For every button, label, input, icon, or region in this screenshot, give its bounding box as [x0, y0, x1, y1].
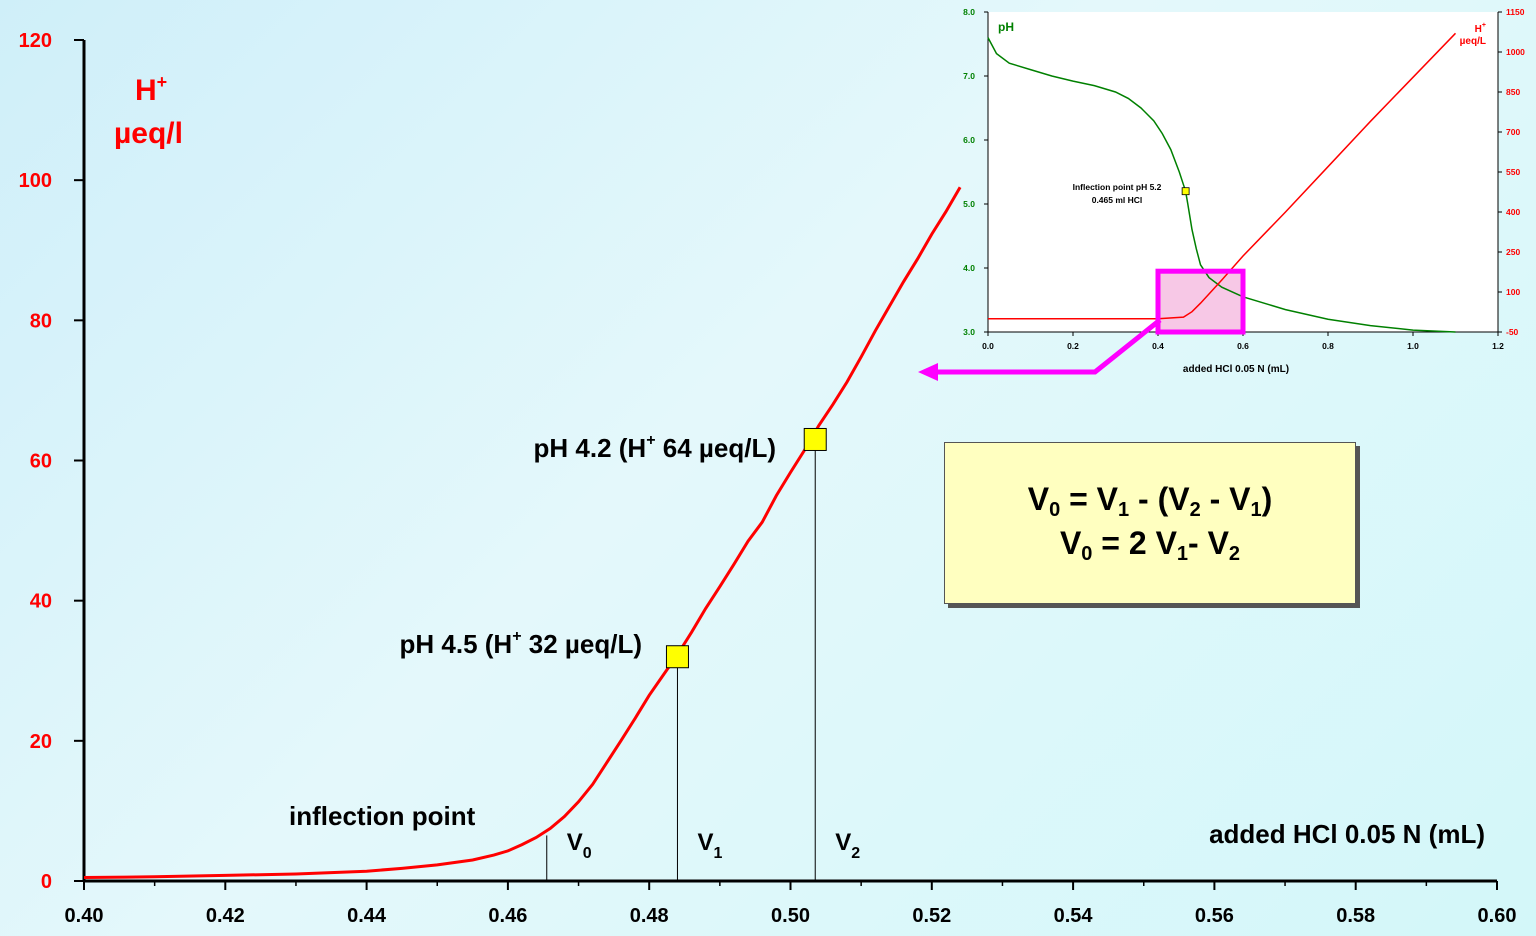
x-tick-label: 0.40	[65, 905, 104, 927]
inset-x-tick-label: 1.0	[1407, 341, 1419, 351]
x-tick-label: 0.44	[347, 905, 387, 927]
inset-zoom-fill	[1158, 271, 1243, 332]
inset-h-axis-title: H+	[1475, 22, 1486, 35]
inset-left-tick-label: 3.0	[963, 327, 975, 337]
inset-inflection-label-2: 0.465 ml HCl	[1092, 195, 1143, 205]
y-tick-label: 60	[30, 451, 52, 473]
inset-left-tick-label: 7.0	[963, 71, 975, 81]
inset-h-plus-curve	[988, 32, 1457, 320]
y-tick-label: 120	[19, 30, 52, 52]
h-plus-curve	[83, 186, 962, 879]
inset-h-axis-unit: µeq/L	[1460, 36, 1486, 47]
inset-right-tick-label: 400	[1506, 207, 1520, 217]
main-axes-group: 0.40 0.42 0.44 0.46 0.48 0.50 0.52 0.54 0.56 0.58…	[19, 30, 1517, 927]
inset-labels: pH H+ µeq/L Inflection point pH 5.2 0.46…	[998, 20, 1486, 375]
main-series-group: V0 V1 V2	[83, 186, 962, 881]
y-axis-title-unit: µeq/l	[114, 117, 183, 150]
inset-right-tick-label: 100	[1506, 287, 1520, 297]
inset-right-tick-label: -50	[1506, 327, 1519, 337]
inset-x-axis-title: added HCl 0.05 N (mL)	[1183, 364, 1289, 375]
x-tick-label: 0.52	[912, 905, 951, 927]
formula-box: V0 = V1 - (V2 - V1) V0 = 2 V1- V2	[944, 442, 1356, 604]
ph-point-marker	[803, 427, 827, 451]
inset-left-tick-label: 5.0	[963, 199, 975, 209]
formula-line-2: V0 = 2 V1- V2	[1059, 525, 1241, 565]
x-tick-label: 0.48	[630, 905, 669, 927]
inset-right-tick-label: 1150	[1506, 7, 1525, 17]
x-tick-label: 0.50	[771, 905, 810, 927]
v-marker-label: V1	[697, 829, 722, 862]
x-tick-label: 0.56	[1195, 905, 1234, 927]
inset-x-tick-label: 0.2	[1067, 341, 1079, 351]
inset-ph-axis-title: pH	[998, 20, 1014, 34]
ph42-annotation: pH 4.2 (H+ 64 µeq/L)	[534, 432, 776, 463]
inset-left-tick-label: 6.0	[963, 135, 975, 145]
formula-line-1: V0 = V1 - (V2 - V1)	[1027, 481, 1273, 521]
inset-right-tick-label: 550	[1506, 167, 1520, 177]
x-tick-label: 0.42	[206, 905, 245, 927]
inset-zoom-box	[1155, 268, 1246, 335]
y-tick-label: 40	[30, 591, 52, 613]
x-axis-title: added HCl 0.05 N (mL)	[1209, 819, 1485, 849]
x-tick-label: 0.46	[488, 905, 527, 927]
inset-series-group	[987, 32, 1457, 335]
inset-right-tick-label: 700	[1506, 127, 1520, 137]
inset-chart: 0.0 0.2 0.4 0.6 0.8 1.0 1.2 3.0 4.0 5.0 6.0 7.0 8.0 -…	[963, 7, 1525, 375]
x-tick-label: 0.58	[1336, 905, 1375, 927]
x-tick-label: 0.54	[1054, 905, 1094, 927]
inset-x-tick-label: 0.0	[982, 341, 994, 351]
v-marker-label: V2	[835, 829, 860, 862]
main-annotations-group: H+ µeq/l added HCl 0.05 N (mL) inflectio…	[114, 72, 1485, 849]
inset-right-tick-label: 1000	[1506, 47, 1525, 57]
inset-x-tick-label: 0.6	[1237, 341, 1249, 351]
inset-inflection-marker	[1181, 187, 1190, 196]
inset-x-tick-label: 0.4	[1152, 341, 1164, 351]
v-marker-label: V0	[567, 829, 592, 862]
y-tick-label: 100	[19, 170, 52, 192]
inflection-point-label: inflection point	[289, 801, 476, 831]
inset-left-tick-label: 4.0	[963, 263, 975, 273]
inset-inflection-label-1: Inflection point pH 5.2	[1073, 182, 1162, 192]
inset-ph-curve	[987, 37, 1456, 333]
ph-point-marker	[665, 645, 689, 669]
y-tick-label: 20	[30, 731, 52, 753]
inset-left-tick-label: 8.0	[963, 7, 975, 17]
inset-right-tick-label: 250	[1506, 247, 1520, 257]
y-tick-label: 80	[30, 310, 52, 332]
inset-right-tick-label: 850	[1506, 87, 1520, 97]
y-axis-title-h: H+	[135, 72, 167, 107]
inset-x-tick-label: 0.8	[1322, 341, 1334, 351]
inset-x-tick-label: 1.2	[1492, 341, 1504, 351]
ph45-annotation: pH 4.5 (H+ 32 µeq/L)	[400, 628, 642, 659]
x-tick-label: 0.60	[1478, 905, 1517, 927]
y-tick-label: 0	[41, 871, 52, 893]
